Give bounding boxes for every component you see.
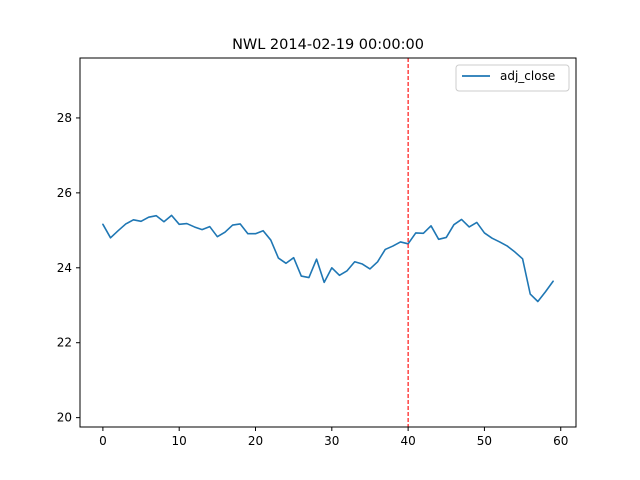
legend: adj_close [455, 64, 570, 92]
series-line-adj-close [102, 214, 554, 303]
x-tick-label: 60 [553, 434, 568, 448]
legend-box [455, 64, 570, 92]
x-tick-label: 0 [99, 434, 107, 448]
y-tick-label: 26 [57, 186, 72, 200]
y-tick-label: 24 [57, 261, 72, 275]
axes-frame [79, 57, 577, 428]
chart-title: NWL 2014-02-19 00:00:00 [232, 37, 424, 53]
y-tick-label: 22 [57, 336, 72, 350]
plot-area [79, 57, 577, 428]
y-tick-label: 28 [57, 111, 72, 125]
x-tick-label: 10 [172, 434, 187, 448]
legend-label-adj-close: adj_close [500, 69, 555, 83]
x-tick-label: 50 [477, 434, 492, 448]
x-tick-label: 20 [248, 434, 263, 448]
y-tick-label: 20 [57, 411, 72, 425]
x-tick-label: 40 [400, 434, 415, 448]
x-axis: 0 10 20 30 40 50 60 [99, 427, 568, 448]
x-tick-label: 30 [324, 434, 339, 448]
y-axis: 20 22 24 26 28 [57, 111, 80, 425]
